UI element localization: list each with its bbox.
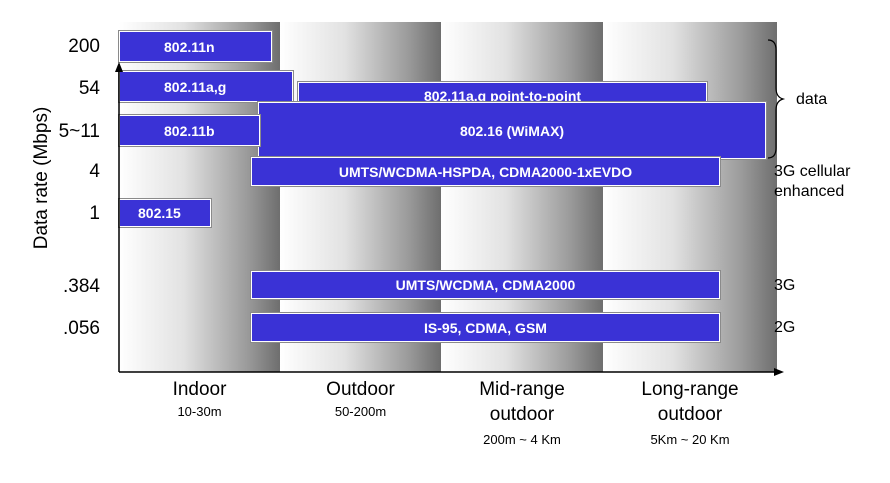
column-range-midrange: 200m ~ 4 Km bbox=[483, 432, 561, 447]
y-tick-4: 4 bbox=[89, 161, 100, 182]
bar-umts-wcdma-cdma2000: UMTS/WCDMA, CDMA2000 bbox=[250, 270, 721, 300]
bar-802-16-wimax: 802.16 (WiMAX) bbox=[257, 101, 767, 160]
column-label-outdoor: Outdoor bbox=[326, 379, 395, 400]
x-axis-arrowhead bbox=[774, 368, 784, 376]
side-label-3g-cellular: 3G cellular bbox=[774, 163, 851, 180]
y-tick-1: 1 bbox=[89, 203, 100, 224]
y-tick-200: 200 bbox=[68, 36, 100, 57]
bar-802-11n: 802.11n bbox=[118, 30, 273, 63]
y-tick-54: 54 bbox=[78, 78, 100, 99]
column-label-indoor: Indoor bbox=[172, 379, 227, 400]
column-range-outdoor: 50-200m bbox=[334, 404, 387, 419]
column-label-longrange-2: outdoor bbox=[657, 404, 723, 425]
bar-umts-wcdma-hspda: UMTS/WCDMA-HSPDA, CDMA2000-1xEVDO bbox=[250, 156, 721, 187]
side-label-2g: 2G bbox=[774, 319, 796, 336]
data-brace-icon bbox=[767, 39, 786, 159]
column-range-longrange: 5Km ~ 20 Km bbox=[650, 432, 730, 447]
y-tick-056: .056 bbox=[63, 318, 100, 339]
bar-802-15: 802.15 bbox=[118, 198, 212, 228]
side-label-enhanced: enhanced bbox=[774, 183, 845, 200]
y-tick-5-11: 5~11 bbox=[58, 121, 100, 142]
bar-is95-cdma-gsm: IS-95, CDMA, GSM bbox=[250, 312, 721, 343]
column-label-midrange-1: Mid-range bbox=[479, 379, 565, 400]
y-axis-arrowhead bbox=[115, 62, 123, 72]
bar-802-11ag: 802.11a,g bbox=[118, 70, 294, 103]
y-tick-384: .384 bbox=[63, 276, 100, 297]
column-range-indoor: 10-30m bbox=[177, 404, 222, 419]
column-label-longrange-1: Long-range bbox=[641, 379, 739, 400]
side-label-data: data bbox=[796, 91, 828, 108]
bar-802-11b: 802.11b bbox=[118, 114, 261, 147]
side-label-3g: 3G bbox=[774, 277, 796, 294]
column-label-midrange-2: outdoor bbox=[489, 404, 555, 425]
